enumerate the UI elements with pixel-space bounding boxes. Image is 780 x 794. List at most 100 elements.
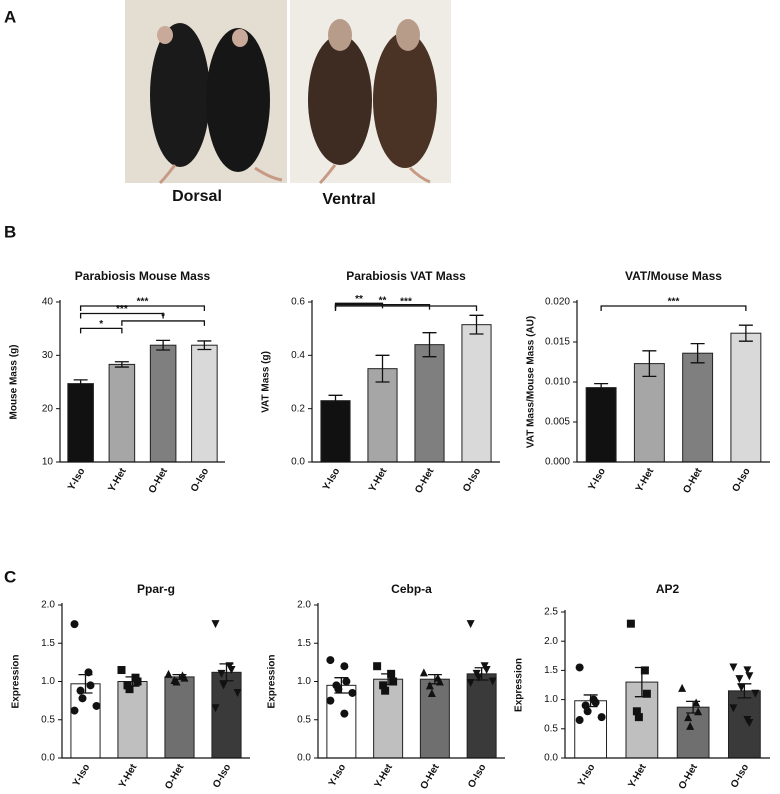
data-point [389, 677, 398, 686]
x-tick-label: Y-Iso [71, 762, 92, 788]
y-tick-label: 0.010 [545, 377, 570, 388]
data-point [575, 663, 584, 672]
data-point [435, 677, 444, 686]
data-point [373, 662, 382, 671]
data-point [640, 666, 649, 675]
data-point [591, 698, 600, 707]
y-tick-label: 1.0 [544, 694, 558, 705]
significance-label: *** [137, 297, 149, 308]
x-tick-label: Y-Het [106, 466, 129, 494]
panel-label: A [4, 7, 16, 26]
significance-bracket [79, 312, 164, 319]
data-point [626, 619, 635, 628]
data-point [133, 677, 142, 686]
y-tick-label: 0.5 [41, 714, 55, 725]
data-point [227, 666, 236, 675]
data-point [117, 666, 126, 675]
significance-bracket [79, 327, 123, 334]
significance-label: *** [400, 297, 412, 308]
y-axis-label: Expression [514, 658, 525, 712]
data-point [474, 673, 483, 682]
data-point [632, 707, 641, 716]
chart-title: AP2 [656, 582, 680, 596]
data-point [326, 696, 335, 705]
error-bar [156, 339, 171, 351]
error-bar [114, 361, 129, 368]
y-tick-label: 0.000 [545, 457, 570, 468]
y-axis-label: VAT Mass/Mouse Mass (AU) [526, 316, 537, 448]
axis [576, 300, 770, 463]
bar [70, 683, 101, 759]
data-point [634, 713, 643, 722]
x-tick-label: O-Iso [466, 762, 488, 790]
data-point [84, 668, 93, 677]
significance-bracket [600, 305, 747, 311]
data-point [340, 709, 349, 718]
error-bar [686, 700, 701, 714]
data-point [729, 663, 738, 672]
data-point [348, 688, 357, 697]
bar [574, 700, 608, 759]
data-point [379, 681, 388, 690]
photo-dorsal [125, 0, 287, 185]
data-point [211, 620, 220, 629]
error-bar [375, 354, 390, 383]
error-bar [737, 683, 752, 699]
data-point [427, 688, 436, 697]
axis [317, 603, 505, 759]
x-tick-label: Y-Iso [587, 466, 608, 492]
bar [67, 383, 94, 463]
axis [59, 300, 225, 463]
x-tick-label: Y-Het [373, 762, 396, 790]
bar [727, 690, 761, 759]
chart-title: Ppar-g [137, 582, 175, 596]
y-tick-label: 1.0 [41, 676, 55, 687]
significance-label: ** [379, 295, 387, 306]
y-tick-label: 1.5 [297, 638, 311, 649]
x-tick-label: Y-Iso [321, 466, 342, 492]
x-tick-label: Y-Het [367, 466, 390, 494]
photo-caption: Ventral [322, 191, 375, 208]
panel-label: C [4, 567, 16, 586]
data-point [425, 681, 434, 690]
bar [676, 706, 710, 759]
y-tick-label: 1.5 [544, 665, 558, 676]
bar [191, 344, 218, 463]
data-point [466, 679, 475, 688]
bar [461, 324, 492, 463]
panel-label: B [4, 222, 16, 241]
y-tick-label: 0.015 [545, 337, 570, 348]
axis [564, 610, 770, 759]
x-tick-label: Y-Iso [576, 762, 597, 788]
error-bar [73, 379, 88, 388]
y-tick-label: 2.0 [41, 600, 55, 611]
error-bar [738, 324, 753, 342]
significance-bracket [121, 320, 206, 326]
y-axis-label: Expression [267, 655, 278, 709]
data-point [180, 673, 189, 682]
error-bar [690, 342, 705, 364]
significance-label: *** [668, 297, 680, 308]
chart-title: Cebp-a [391, 582, 432, 596]
data-point [678, 683, 687, 692]
y-tick-label: 2.5 [544, 607, 558, 618]
y-tick-label: 0.2 [291, 403, 305, 414]
y-tick-label: 0.020 [545, 297, 570, 308]
axis [311, 300, 500, 463]
error-bar [427, 673, 442, 685]
bar [633, 363, 665, 463]
bar [585, 387, 617, 463]
x-tick-label: Y-Het [117, 762, 140, 790]
data-point [575, 716, 584, 725]
data-point [164, 669, 173, 678]
data-point [70, 620, 79, 629]
data-point [326, 656, 335, 665]
y-tick-label: 0.0 [544, 753, 558, 764]
bar [320, 400, 351, 463]
x-tick-label: Y-Iso [66, 466, 87, 492]
data-point [419, 668, 428, 677]
error-bar [469, 314, 484, 335]
data-point [482, 666, 491, 675]
y-tick-label: 0.6 [291, 297, 305, 308]
data-point [488, 677, 497, 686]
